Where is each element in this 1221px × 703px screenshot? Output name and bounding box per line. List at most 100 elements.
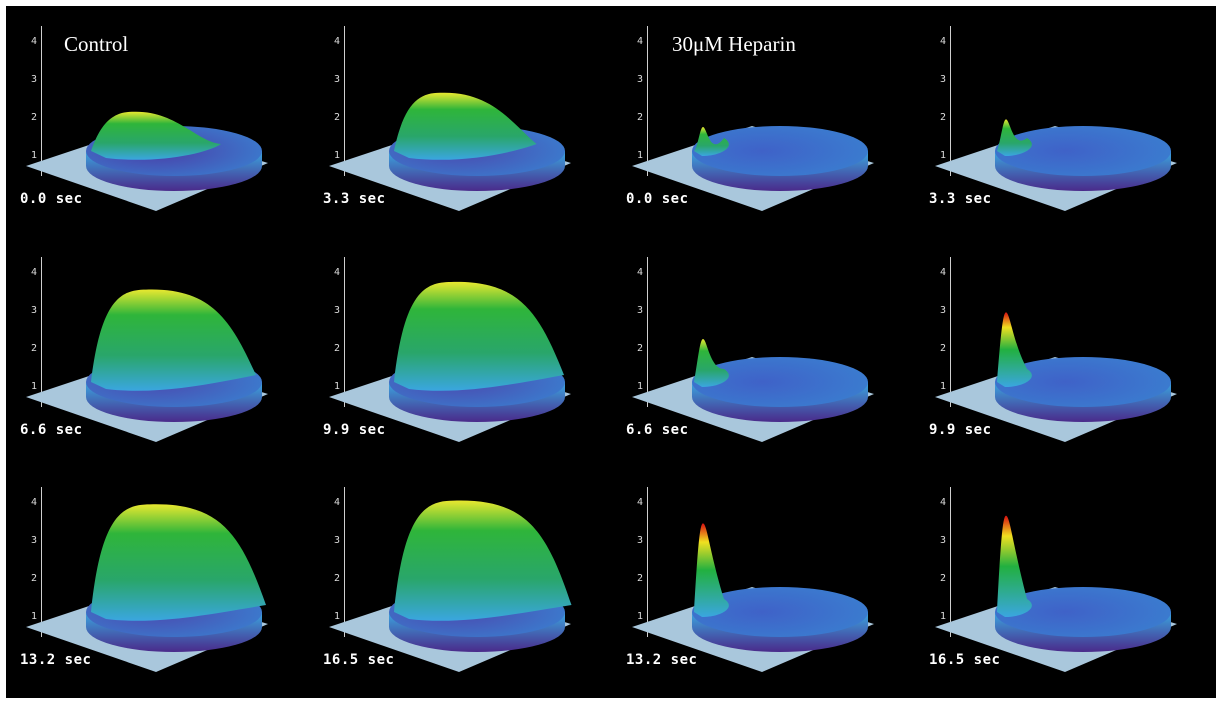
surface-plot: [632, 339, 874, 442]
y-axis: 4 3 2 1: [334, 477, 356, 647]
control-label: Control: [64, 32, 129, 56]
y-axis: 4 3 2 1: [31, 477, 53, 647]
y-tick-label: 1: [31, 381, 38, 392]
calcium-peak: [694, 339, 729, 387]
y-tick-label: 2: [940, 343, 947, 354]
y-tick-label: 1: [940, 150, 947, 161]
time-label: 9.9 sec: [323, 422, 386, 438]
disc-top: [995, 357, 1171, 407]
disc-top: [692, 357, 868, 407]
y-tick-label: 3: [334, 74, 341, 85]
y-tick-label: 2: [334, 343, 341, 354]
y-tick-label: 2: [31, 573, 38, 584]
time-label: 3.3 sec: [929, 191, 992, 207]
surface-plot-panel: 4 3 2 1 9.9 sec: [309, 237, 611, 468]
surface-plot-panel: 4 3 2 1 6.6 sec: [6, 237, 308, 468]
surface-plot-panel: 4 3 2 1 0.0 sec: [6, 6, 308, 237]
y-tick-label: 3: [637, 74, 644, 85]
y-tick-label: 4: [31, 497, 38, 508]
calcium-peak: [394, 281, 564, 391]
y-tick-label: 4: [637, 497, 644, 508]
surface-plot: [935, 119, 1177, 211]
surface-plot-panel: 4 3 2 1 3.3 sec: [309, 6, 611, 237]
y-tick-label: 1: [334, 611, 341, 622]
surface-plot: [632, 126, 874, 211]
y-axis: 4 3 2 1: [940, 247, 962, 417]
calcium-peak: [394, 92, 537, 160]
calcium-peak: [394, 500, 572, 621]
disc-top: [692, 587, 868, 637]
surface-plot: [329, 281, 571, 442]
time-label: 6.6 sec: [20, 422, 83, 438]
y-tick-label: 3: [334, 535, 341, 546]
y-tick-label: 4: [31, 267, 38, 278]
y-axis-line: [41, 257, 42, 407]
y-axis: 4 3 2 1: [637, 16, 659, 186]
surface-plot-panel: 4 3 2 1 16.5 sec: [915, 467, 1216, 698]
calcium-peak: [694, 127, 729, 156]
y-axis-line: [950, 26, 951, 176]
y-axis-line: [647, 487, 648, 637]
y-tick-label: 2: [334, 573, 341, 584]
y-tick-label: 1: [334, 150, 341, 161]
surface-plot: [26, 504, 268, 672]
calcium-peak: [91, 504, 266, 621]
y-tick-label: 3: [31, 305, 38, 316]
y-tick-label: 4: [334, 36, 341, 47]
y-tick-label: 3: [637, 535, 644, 546]
y-tick-label: 2: [637, 343, 644, 354]
y-tick-label: 4: [637, 36, 644, 47]
calcium-peak: [91, 111, 221, 160]
y-tick-label: 2: [334, 112, 341, 123]
y-tick-label: 3: [940, 74, 947, 85]
disc-top: [692, 126, 868, 176]
y-axis: 4 3 2 1: [637, 477, 659, 647]
surface-plot: [329, 92, 571, 211]
surface-plot: [329, 500, 572, 672]
y-axis: 4 3 2 1: [31, 247, 53, 417]
y-tick-label: 2: [637, 573, 644, 584]
y-tick-label: 4: [334, 267, 341, 278]
y-tick-label: 1: [637, 611, 644, 622]
y-tick-label: 3: [637, 305, 644, 316]
y-tick-label: 4: [334, 497, 341, 508]
surface-plot-panel: 4 3 2 1 16.5 sec: [309, 467, 611, 698]
disc-top: [995, 587, 1171, 637]
time-label: 3.3 sec: [323, 191, 386, 207]
y-tick-label: 3: [31, 535, 38, 546]
y-axis-line: [344, 487, 345, 637]
time-label: 9.9 sec: [929, 422, 992, 438]
y-axis: 4 3 2 1: [940, 477, 962, 647]
calcium-peak: [997, 312, 1032, 387]
y-tick-label: 4: [940, 36, 947, 47]
calcium-peak: [997, 119, 1032, 156]
time-label: 16.5 sec: [323, 652, 395, 668]
y-tick-label: 3: [940, 305, 947, 316]
time-label: 13.2 sec: [20, 652, 92, 668]
surface-plot: [935, 312, 1177, 442]
time-label: 16.5 sec: [929, 652, 1001, 668]
y-axis-line: [647, 257, 648, 407]
surface-plot-panel: 4 3 2 1 13.2 sec: [612, 467, 914, 698]
y-tick-label: 4: [940, 497, 947, 508]
y-tick-label: 2: [31, 343, 38, 354]
y-tick-label: 2: [940, 573, 947, 584]
y-tick-label: 1: [940, 381, 947, 392]
y-tick-label: 2: [31, 112, 38, 123]
calcium-peak: [997, 515, 1032, 617]
y-tick-label: 2: [637, 112, 644, 123]
y-axis-line: [647, 26, 648, 176]
heparin-label: 30μM Heparin: [672, 32, 796, 56]
y-tick-label: 3: [940, 535, 947, 546]
y-axis: 4 3 2 1: [334, 16, 356, 186]
surface-plot-panel: 4 3 2 1 13.2 sec: [6, 467, 308, 698]
y-axis: 4 3 2 1: [940, 16, 962, 186]
y-tick-label: 1: [334, 381, 341, 392]
y-axis-line: [41, 26, 42, 176]
surface-plot-panel: 4 3 2 1 0.0 sec: [612, 6, 914, 237]
surface-plot: [935, 515, 1177, 672]
surface-plot: [26, 111, 268, 211]
y-axis-line: [41, 487, 42, 637]
y-axis: 4 3 2 1: [637, 247, 659, 417]
surface-plot: [632, 523, 874, 672]
